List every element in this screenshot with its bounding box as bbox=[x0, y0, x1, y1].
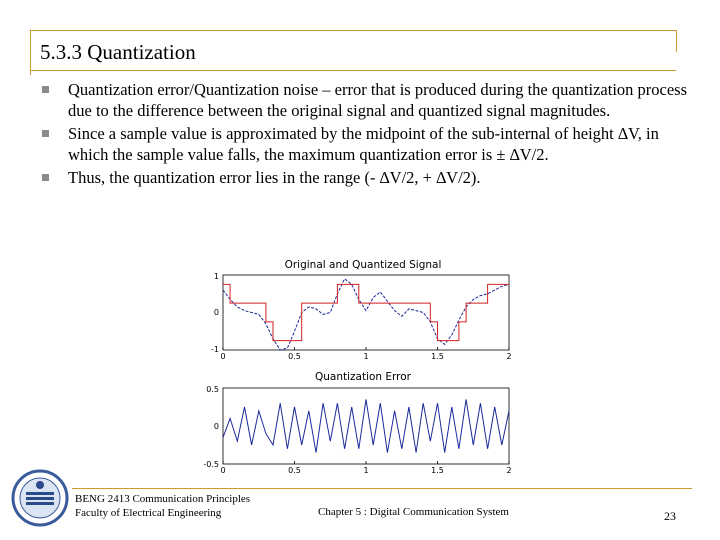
frame-left-line bbox=[30, 30, 31, 75]
footer-faculty: Faculty of Electrical Engineering bbox=[75, 507, 222, 519]
x-tick-label: 1.5 bbox=[431, 466, 444, 475]
x-tick-label: 1 bbox=[363, 466, 368, 475]
page-number: 23 bbox=[664, 509, 676, 523]
bullet-text: Quantization error/Quantization noise – … bbox=[68, 80, 688, 120]
footer-course-info: BENG 2413 Communication Principles Facul… bbox=[75, 492, 250, 520]
x-tick-label: 2 bbox=[506, 352, 511, 361]
university-logo-icon bbox=[11, 469, 69, 527]
bottom-ytick-label: 0 bbox=[214, 422, 219, 431]
x-tick-label: 0 bbox=[220, 352, 225, 361]
square-bullet-icon bbox=[42, 86, 49, 93]
frame-right-line bbox=[676, 30, 677, 52]
bottom-plot-title: Quantization Error bbox=[315, 371, 412, 383]
frame-top-line bbox=[30, 30, 676, 31]
title-rule bbox=[30, 70, 676, 71]
x-tick-label: 2 bbox=[506, 466, 511, 475]
slide-title: 5.3.3 Quantization bbox=[40, 40, 196, 64]
square-bullet-icon bbox=[42, 130, 49, 137]
footer-rule bbox=[72, 488, 692, 489]
top-ytick-label: 1 bbox=[214, 272, 219, 281]
quantized-signal-line bbox=[223, 283, 509, 342]
bullet-text: Since a sample value is approximated by … bbox=[68, 124, 659, 164]
bullet-item: Since a sample value is approximated by … bbox=[40, 123, 700, 165]
top-plot-title: Original and Quantized Signal bbox=[285, 259, 442, 271]
footer-chapter: Chapter 5 : Digital Communication System bbox=[318, 506, 509, 518]
original-signal-line bbox=[222, 278, 510, 351]
bullet-item: Quantization error/Quantization noise – … bbox=[40, 79, 700, 121]
bottom-ytick-label: 0.5 bbox=[206, 385, 219, 394]
quantization-figure: Original and Quantized Signal 1 0 -1 0 0.… bbox=[203, 259, 511, 475]
x-tick-label: 0 bbox=[220, 466, 225, 475]
top-ytick-label: -1 bbox=[211, 345, 219, 354]
bottom-ytick-label: -0.5 bbox=[203, 460, 219, 469]
top-ytick-label: 0 bbox=[214, 308, 219, 317]
x-tick-label: 0.5 bbox=[288, 466, 301, 475]
x-tick-label: 0.5 bbox=[288, 352, 301, 361]
quantization-error-line bbox=[222, 399, 510, 453]
x-tick-label: 1 bbox=[363, 352, 368, 361]
bullet-list: Quantization error/Quantization noise – … bbox=[40, 79, 700, 190]
bullet-text: Thus, the quantization error lies in the… bbox=[68, 168, 481, 187]
bullet-item: Thus, the quantization error lies in the… bbox=[40, 167, 700, 188]
footer-course: BENG 2413 Communication Principles bbox=[75, 493, 251, 505]
square-bullet-icon bbox=[42, 174, 49, 181]
x-tick-label: 1.5 bbox=[431, 352, 444, 361]
